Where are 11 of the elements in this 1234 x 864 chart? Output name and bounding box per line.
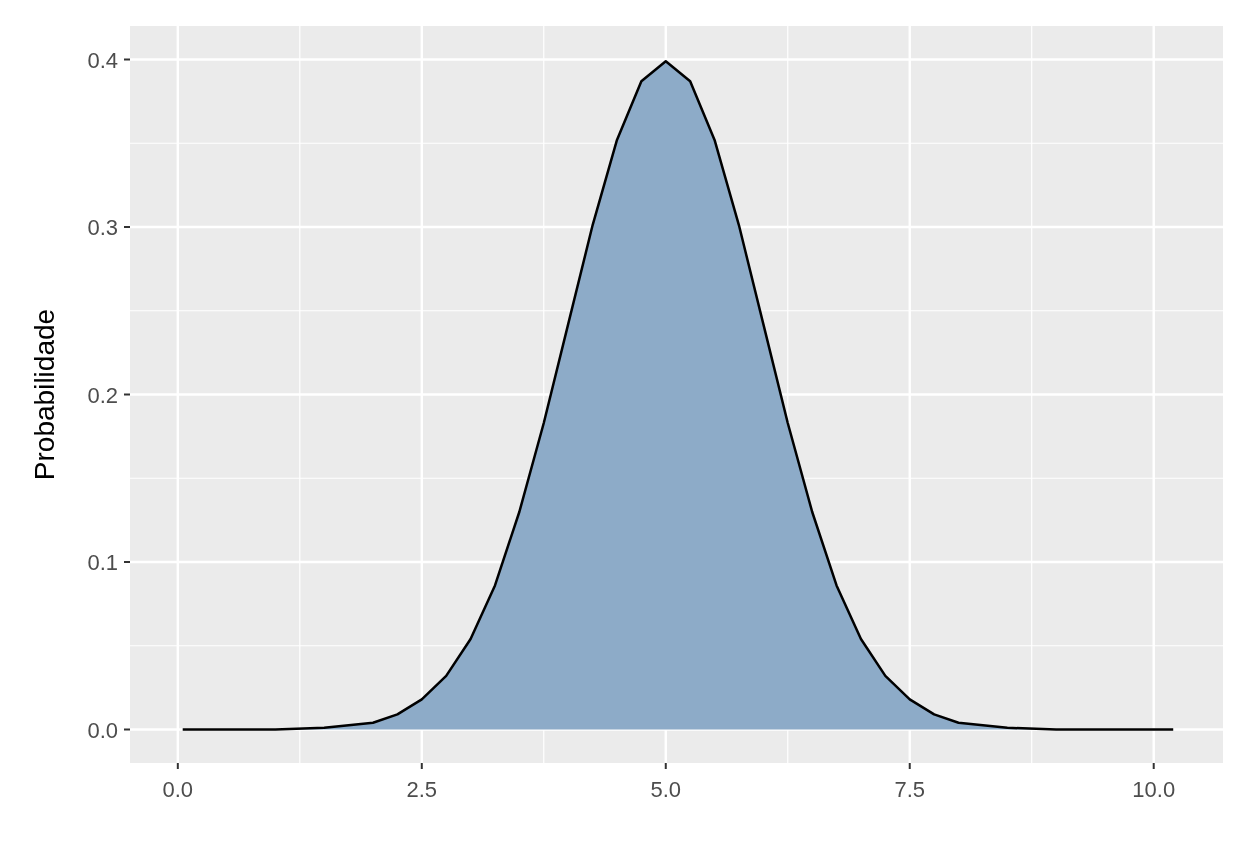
y-axis-title: Probabilidade: [29, 308, 60, 481]
y-tick-label: 0.0: [87, 717, 118, 743]
y-tick-label: 0.1: [87, 550, 118, 575]
x-tick-label: 0.0: [162, 777, 194, 802]
y-tick-label: 0.2: [87, 382, 118, 408]
y-tick-label: 0.3: [87, 215, 118, 240]
x-tick-label: 7.5: [894, 777, 926, 802]
x-tick-label: 10.0: [1132, 777, 1176, 802]
x-tick-label: 2.5: [406, 777, 438, 802]
x-tick-label: 5.0: [650, 777, 682, 802]
y-tick-label: 0.4: [87, 47, 118, 73]
